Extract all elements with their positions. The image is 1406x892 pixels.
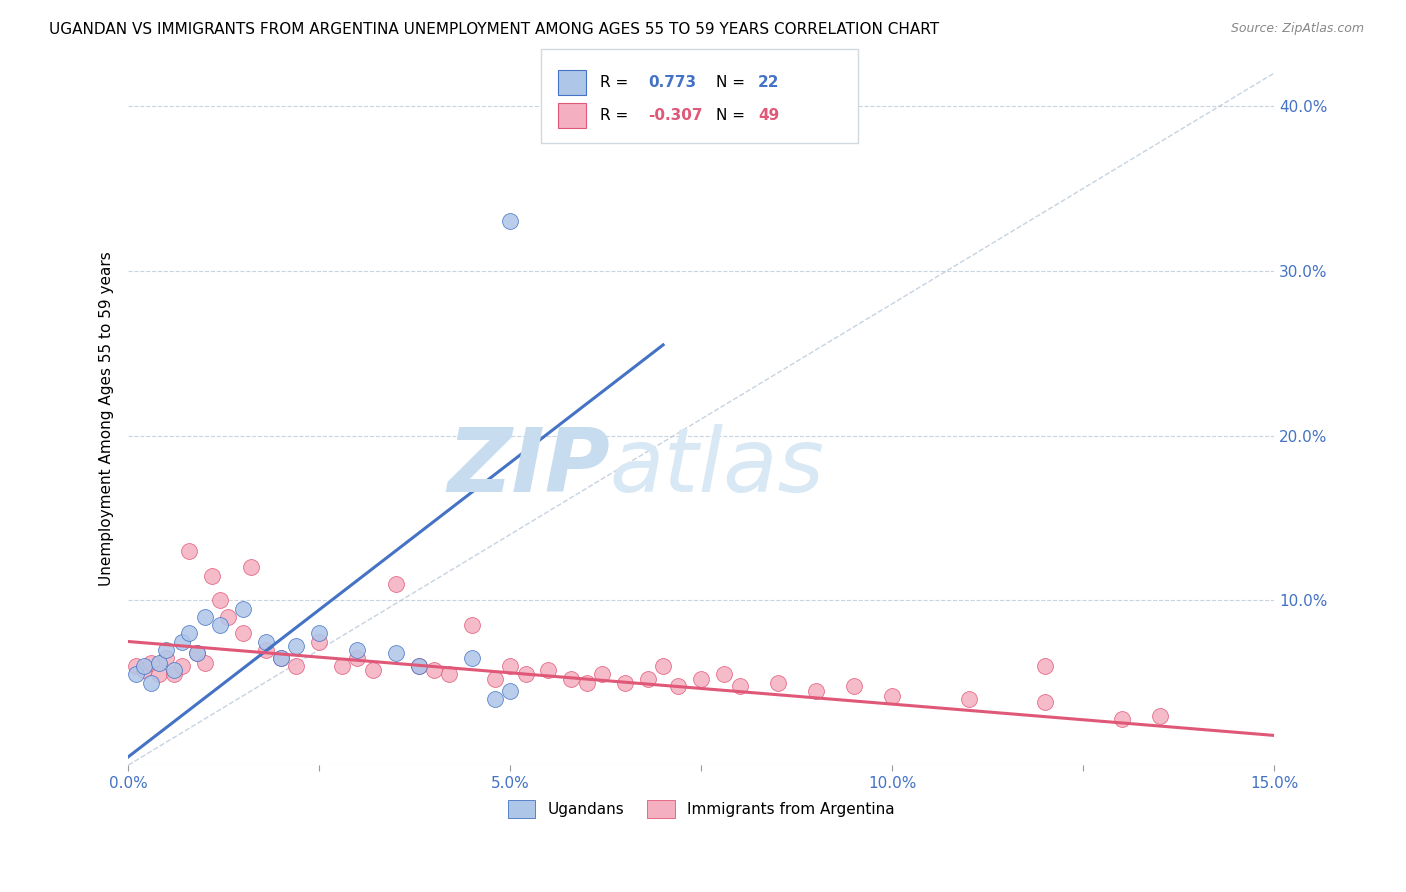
Text: N =: N = [716,109,749,123]
Point [384,646,406,660]
Point [613,675,636,690]
Point [591,667,613,681]
Text: 49: 49 [758,109,779,123]
Point [499,214,522,228]
Point [728,679,751,693]
Point [125,659,148,673]
Point [285,659,308,673]
Point [254,642,277,657]
Point [141,675,163,690]
Point [330,659,353,673]
Point [186,646,208,660]
Point [1149,708,1171,723]
Point [499,684,522,698]
Point [194,656,217,670]
Text: 0.773: 0.773 [648,76,696,90]
Point [217,609,239,624]
Y-axis label: Unemployment Among Ages 55 to 59 years: Unemployment Among Ages 55 to 59 years [100,252,114,586]
Point [713,667,735,681]
Point [232,601,254,615]
Point [155,642,177,657]
Point [232,626,254,640]
Text: Source: ZipAtlas.com: Source: ZipAtlas.com [1230,22,1364,36]
Point [170,659,193,673]
Point [484,673,506,687]
Point [132,663,155,677]
Point [690,673,713,687]
Point [1033,659,1056,673]
Point [361,663,384,677]
Text: N =: N = [716,76,749,90]
Point [201,568,224,582]
Point [499,659,522,673]
Text: ZIP: ZIP [447,424,610,511]
Point [560,673,582,687]
Point [163,667,186,681]
Point [537,663,560,677]
Text: R =: R = [600,109,634,123]
Point [637,673,659,687]
Point [308,626,330,640]
Point [652,659,675,673]
Point [186,646,208,660]
Point [437,667,460,681]
Point [148,656,170,670]
Point [239,560,262,574]
Text: -0.307: -0.307 [648,109,703,123]
Point [170,634,193,648]
Point [384,577,406,591]
Point [666,679,689,693]
Point [515,667,537,681]
Point [148,667,170,681]
Point [270,651,292,665]
Point [1111,712,1133,726]
Point [208,593,231,607]
Point [484,692,506,706]
Point [842,679,865,693]
Point [194,609,217,624]
Point [141,656,163,670]
Point [179,544,201,558]
Point [766,675,789,690]
Point [208,618,231,632]
Point [125,667,148,681]
Text: R =: R = [600,76,634,90]
Point [408,659,430,673]
Point [254,634,277,648]
Point [132,659,155,673]
Point [346,651,368,665]
Point [1033,696,1056,710]
Point [461,618,484,632]
Point [270,651,292,665]
Point [346,642,368,657]
Point [804,684,827,698]
Point [155,651,177,665]
Point [423,663,446,677]
Text: 22: 22 [758,76,779,90]
Text: UGANDAN VS IMMIGRANTS FROM ARGENTINA UNEMPLOYMENT AMONG AGES 55 TO 59 YEARS CORR: UGANDAN VS IMMIGRANTS FROM ARGENTINA UNE… [49,22,939,37]
Point [408,659,430,673]
Legend: Ugandans, Immigrants from Argentina: Ugandans, Immigrants from Argentina [502,794,901,824]
Point [163,663,186,677]
Point [957,692,980,706]
Point [461,651,484,665]
Text: atlas: atlas [610,425,824,510]
Point [285,640,308,654]
Point [179,626,201,640]
Point [308,634,330,648]
Point [882,689,904,703]
Point [575,675,598,690]
